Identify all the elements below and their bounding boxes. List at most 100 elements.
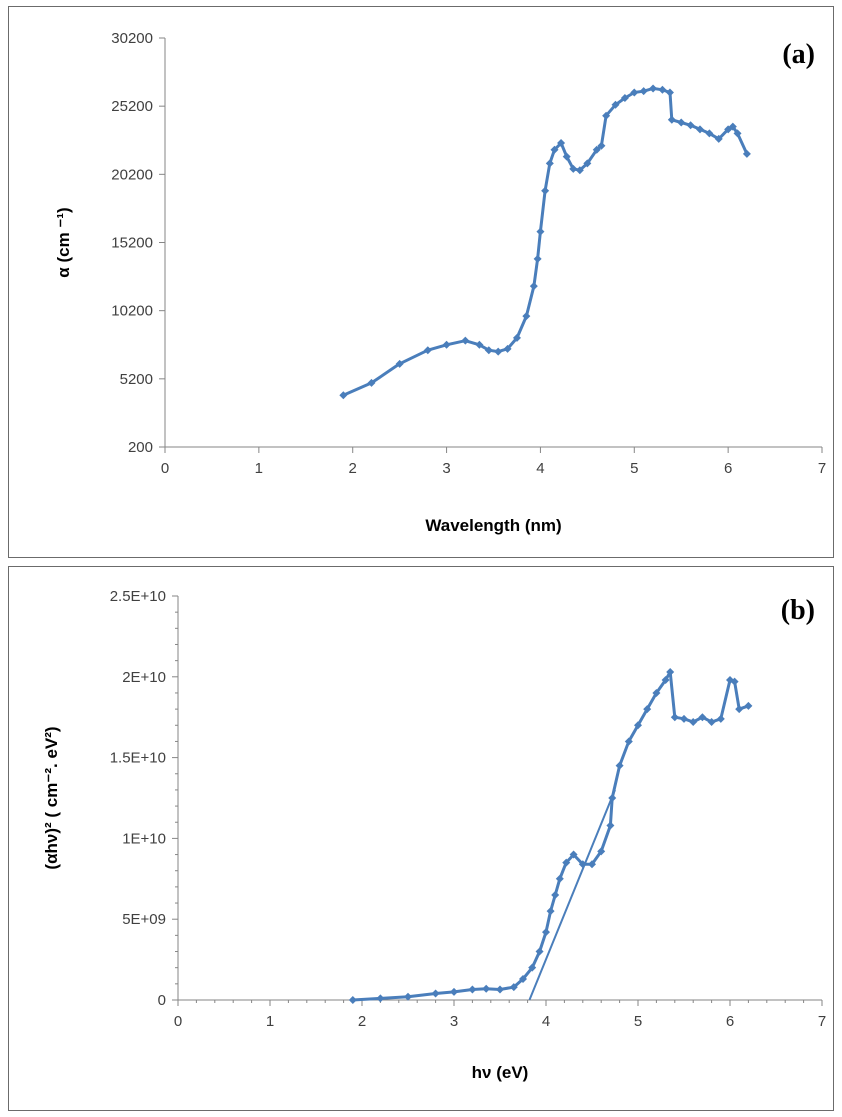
data-point-marker: [494, 347, 503, 356]
data-point-marker: [535, 947, 544, 956]
data-point-marker: [742, 149, 751, 158]
data-point-marker: [634, 721, 642, 730]
data-point-marker: [686, 121, 695, 130]
y-tick-label: 2E+10: [122, 669, 166, 686]
data-point-marker: [707, 718, 716, 727]
x-tick-label: 1: [255, 460, 263, 477]
data-point-marker: [562, 152, 571, 161]
data-point-marker: [555, 874, 564, 883]
data-point-marker: [670, 713, 679, 722]
data-point-marker: [542, 928, 550, 937]
y-tick-label: 20200: [111, 166, 153, 183]
data-point-marker: [541, 186, 550, 195]
data-point-marker: [665, 88, 674, 97]
x-tick-label: 2: [349, 460, 357, 477]
data-point-marker: [450, 987, 458, 996]
data-point-marker: [592, 145, 601, 154]
data-point-marker: [597, 847, 606, 856]
y-tick-label: 15200: [111, 235, 153, 252]
data-point-marker: [562, 858, 571, 867]
data-point-marker: [733, 129, 742, 138]
x-axis-title: hν (eV): [472, 1063, 529, 1082]
data-point-marker: [533, 254, 542, 263]
data-point-marker: [509, 983, 518, 992]
data-point-marker: [348, 996, 357, 1004]
data-point-marker: [730, 677, 739, 686]
x-tick-label: 3: [450, 1013, 458, 1030]
data-point-marker: [639, 87, 648, 96]
data-point-marker: [512, 333, 521, 342]
data-point-marker: [716, 714, 725, 723]
y-tick-label: 30200: [111, 30, 153, 47]
y-tick-label: 1E+10: [122, 830, 166, 847]
x-tick-label: 3: [442, 460, 450, 477]
data-point-marker: [575, 166, 584, 175]
data-point-marker: [557, 138, 566, 147]
data-point-marker: [602, 111, 611, 120]
data-point-marker: [569, 850, 578, 859]
y-tick-label: 5E+09: [122, 911, 166, 928]
data-point-marker: [367, 378, 376, 387]
series-line: [352, 670, 749, 1002]
data-point-marker: [597, 141, 606, 150]
data-point-marker: [667, 115, 676, 124]
data-point-marker: [569, 164, 578, 173]
data-point-marker: [519, 974, 527, 983]
data-point-marker: [744, 701, 753, 710]
data-point-marker: [404, 992, 412, 1001]
y-tick-label: 2.5E+10: [110, 588, 166, 605]
data-point-marker: [666, 667, 675, 676]
data-point-marker: [652, 688, 661, 697]
data-point-marker: [339, 391, 348, 400]
data-point-marker: [545, 159, 554, 168]
data-point-marker: [583, 159, 592, 168]
y-tick-label: 0: [158, 992, 166, 1009]
data-point-marker: [588, 860, 596, 869]
chart-a-svg: 0 1 2 3 4 5 6 7 200 5200 10200 15200 20200 25200 30200…: [54, 30, 826, 535]
panel-label: (a): [782, 39, 815, 70]
x-tick-label: 5: [634, 1013, 642, 1030]
x-tick-label: 7: [818, 460, 826, 477]
data-point-marker: [550, 145, 559, 154]
data-point-marker: [630, 88, 639, 97]
y-tick-label: 25200: [111, 98, 153, 115]
data-point-marker: [423, 346, 432, 355]
data-point-marker: [461, 336, 470, 345]
data-point-marker: [705, 129, 714, 138]
y-axis-title: (αhν)² ( cm⁻². eV²): [42, 726, 61, 869]
x-tick-label: 6: [726, 1013, 734, 1030]
x-tick-label: 0: [161, 460, 169, 477]
data-point-marker: [528, 963, 537, 972]
data-point-marker: [735, 705, 744, 714]
data-point-marker: [395, 359, 404, 368]
data-point-marker: [611, 100, 620, 109]
data-point-marker: [624, 737, 633, 746]
data-point-marker: [431, 989, 440, 998]
y-axis-title: α (cm ⁻¹): [54, 207, 73, 277]
data-point-marker: [658, 85, 667, 94]
data-point-marker: [468, 985, 477, 994]
series-line: [342, 86, 749, 397]
y-tick-label: 5200: [120, 371, 153, 388]
data-point-marker: [698, 713, 707, 722]
data-point-marker: [680, 714, 688, 723]
data-point-marker: [615, 761, 624, 770]
data-point-marker: [714, 134, 723, 143]
data-point-marker: [503, 344, 512, 353]
x-tick-label: 2: [358, 1013, 366, 1030]
chart-b-svg: 0 1 2 3 4 5 6 7 0 5E+09 1E+10 1.5E+10 2E+10 2.5E+10 hν…: [42, 588, 826, 1082]
data-point-marker: [551, 890, 560, 899]
panel-label: (b): [781, 595, 815, 626]
data-point-marker: [695, 125, 704, 134]
x-tick-label: 4: [542, 1013, 550, 1030]
data-point-marker: [496, 985, 504, 994]
data-point-marker: [643, 705, 652, 714]
data-point-marker: [661, 676, 670, 685]
data-point-marker: [606, 821, 615, 830]
data-point-marker: [728, 122, 737, 131]
data-point-marker: [376, 994, 385, 1003]
data-point-marker: [484, 346, 493, 355]
data-point-marker: [482, 984, 491, 993]
y-tick-label: 1.5E+10: [110, 750, 166, 767]
y-tick-label: 10200: [111, 303, 153, 320]
